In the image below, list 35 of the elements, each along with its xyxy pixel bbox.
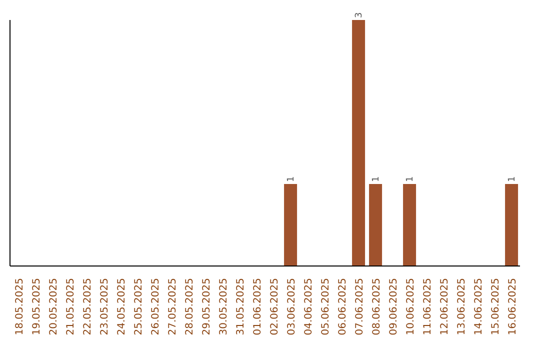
x-tick-label: 24.05.2025	[116, 278, 128, 336]
x-tick-label: 28.05.2025	[184, 278, 196, 336]
x-tick-label: 30.05.2025	[218, 278, 230, 336]
x-tick-label: 12.06.2025	[440, 278, 450, 336]
x-tick-label: 04.06.2025	[304, 278, 314, 336]
x-tick-label: 16.06.2025	[508, 278, 518, 336]
x-tick-label: 06.06.2025	[338, 278, 348, 336]
x-tick-label: 07.06.2025	[354, 278, 366, 336]
data-label: 1	[508, 176, 518, 182]
x-tick-label: 01.06.2025	[252, 278, 264, 336]
x-tick-label: 25.05.2025	[134, 278, 144, 336]
x-tick-label: 11.06.2025	[422, 278, 434, 336]
x-tick-label: 29.05.2025	[202, 278, 212, 336]
x-tick-label: 08.06.2025	[372, 278, 382, 336]
x-tick-label: 05.06.2025	[320, 278, 332, 336]
x-tick-label: 03.06.2025	[286, 278, 298, 336]
x-tick-label: 27.05.2025	[168, 278, 178, 336]
x-tick-label: 09.06.2025	[388, 278, 400, 336]
x-tick-label: 10.06.2025	[406, 278, 416, 336]
x-tick-label: 18.05.2025	[14, 278, 26, 336]
data-label: 1	[372, 176, 382, 182]
x-tick-label: 26.05.2025	[150, 278, 162, 336]
data-label: 1	[406, 176, 416, 182]
x-tick-label: 02.06.2025	[270, 278, 280, 336]
x-tick-label: 15.06.2025	[490, 278, 502, 336]
x-tick-label: 19.05.2025	[32, 278, 42, 336]
data-label: 1	[286, 176, 297, 182]
x-tick-label: 14.06.2025	[474, 278, 484, 336]
x-tick-label: 13.06.2025	[456, 278, 468, 336]
x-tick-label: 23.05.2025	[100, 278, 110, 336]
x-tick-label: 20.05.2025	[48, 278, 60, 336]
x-tick-label: 22.05.2025	[82, 278, 94, 336]
data-label: 3	[354, 12, 365, 18]
x-tick-label: 21.05.2025	[66, 278, 76, 336]
x-tick-label: 31.05.2025	[236, 278, 246, 336]
